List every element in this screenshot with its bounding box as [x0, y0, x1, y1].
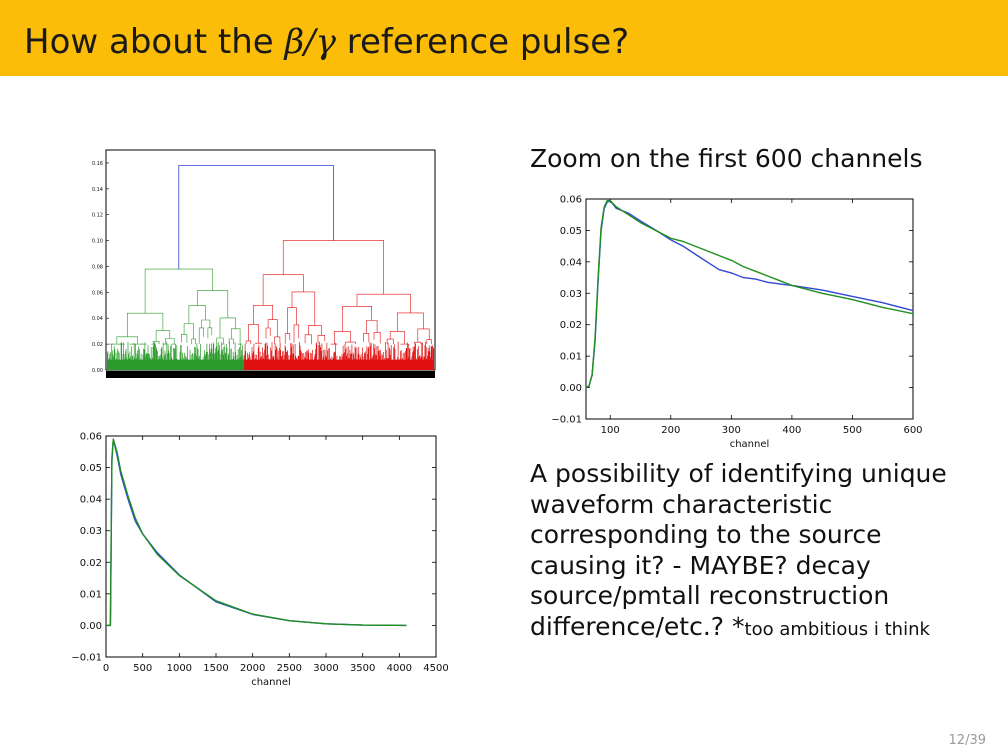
y-tick-label: 0.06	[92, 290, 103, 296]
dendro-link	[356, 293, 411, 313]
plot-frame	[105, 149, 436, 371]
dendrogram-chart: 0.00 0.02 0.04 0.06 0.08 0.10 0.12 0.14 0.16	[92, 149, 436, 378]
plot-frame	[585, 198, 914, 420]
x-tick-label: 500	[133, 663, 152, 674]
x-tick-label: 300	[722, 425, 741, 436]
dendro-link	[426, 339, 432, 345]
full-waveform-chart: 0 500 1000 1500 2000 2500 3000 3500 4000 4500 −0.0…	[71, 432, 448, 689]
dendro-link	[414, 341, 422, 345]
y-tick-label: 0.04	[80, 495, 102, 506]
series-line-green	[585, 199, 914, 389]
x-tick-label: 1500	[203, 663, 228, 674]
leaf-label-band	[106, 371, 435, 378]
description-main: A possibility of identifying unique wave…	[530, 459, 947, 641]
y-tick-label: 0.03	[560, 289, 582, 300]
zoom-caption: Zoom on the first 600 channels	[530, 144, 923, 173]
y-tick-label: 0.00	[560, 383, 582, 394]
description-small: too ambitious i think	[744, 618, 930, 640]
slide-title: How about the β/γ reference pulse?	[24, 20, 629, 64]
dendro-link	[127, 312, 164, 337]
y-tick-label: −0.01	[551, 415, 582, 426]
y-tick-label: 0.01	[80, 589, 102, 600]
title-suffix: reference pulse?	[335, 22, 630, 62]
dendro-link	[155, 330, 171, 342]
y-tick-label: 0.04	[92, 316, 103, 322]
x-tick-label: 2500	[277, 663, 302, 674]
dendro-link	[262, 274, 304, 306]
x-tick-label: 400	[782, 425, 801, 436]
y-tick-label: 0.06	[560, 195, 582, 206]
x-tick-label: 200	[661, 425, 680, 436]
x-tick-label: 3500	[350, 663, 375, 674]
plot-frame	[105, 435, 437, 658]
dendro-link	[287, 307, 297, 334]
red-leaves	[244, 341, 435, 370]
x-tick-label: 4500	[423, 663, 448, 674]
y-tick-label: 0.12	[92, 213, 103, 219]
y-tick-label: 0.04	[560, 257, 582, 268]
x-tick-label: 1000	[167, 663, 192, 674]
y-tick-label: 0.03	[80, 526, 102, 537]
green-leaves	[106, 341, 245, 370]
description-text: A possibility of identifying unique wave…	[530, 459, 970, 645]
y-tick-label: 0.08	[92, 264, 103, 270]
x-tick-label: 3000	[313, 663, 338, 674]
y-tick-label: 0.14	[92, 187, 103, 193]
dendro-link	[255, 342, 262, 345]
dendro-leaf-mass	[107, 359, 245, 370]
x-tick-label: 4000	[387, 663, 412, 674]
zoom-waveform-chart: 100 200 300 400 500 600 −0.01 0.00 0.01 0.02 0.03 0…	[551, 195, 922, 451]
title-bar: How about the β/γ reference pulse?	[0, 0, 1008, 76]
y-tick-label: 0.01	[560, 352, 582, 363]
title-math: β/γ	[284, 22, 336, 62]
y-tick-label: 0.02	[92, 342, 103, 348]
title-prefix: How about the	[24, 22, 285, 62]
x-axis-label: channel	[251, 677, 291, 688]
y-tick-label: 0.06	[80, 432, 102, 443]
dendro-root-link	[178, 165, 334, 270]
x-tick-label: 0	[103, 663, 109, 674]
y-tick-label: 0.05	[560, 226, 582, 237]
dendro-leaf-mass	[244, 359, 434, 370]
y-tick-label: 0.16	[92, 161, 103, 167]
x-tick-label: 2000	[240, 663, 265, 674]
green-cluster	[109, 268, 243, 345]
y-tick-label: 0.02	[560, 320, 582, 331]
x-tick-label: 600	[903, 425, 922, 436]
page-number: 12/39	[948, 733, 986, 748]
y-tick-label: 0.00	[92, 368, 103, 374]
red-cluster	[245, 240, 432, 345]
series-line-green	[106, 438, 407, 627]
y-tick-label: 0.02	[80, 558, 102, 569]
y-tick-label: 0.05	[80, 463, 102, 474]
dendro-link	[282, 240, 384, 295]
y-tick-label: −0.01	[71, 653, 102, 664]
y-tick-label: 0.00	[80, 621, 102, 632]
x-tick-label: 100	[601, 425, 620, 436]
y-tick-label: 0.10	[92, 239, 103, 245]
x-axis-label: channel	[730, 439, 770, 450]
x-tick-label: 500	[843, 425, 862, 436]
dendro-link	[144, 268, 213, 314]
